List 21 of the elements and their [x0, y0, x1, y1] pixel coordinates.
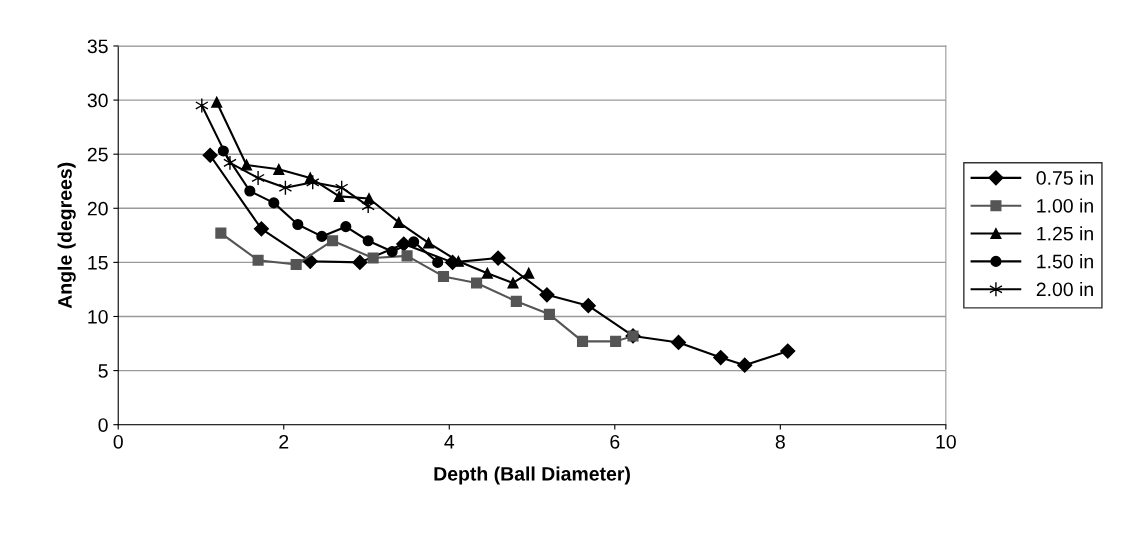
- x-tick-label: 0: [113, 434, 123, 449]
- x-tick-label: 2: [279, 434, 289, 449]
- x-tick-label: 4: [444, 435, 455, 449]
- legend-label: 0.75 in: [1036, 170, 1093, 185]
- y-tick-label: 10: [88, 309, 108, 324]
- y-tick-label: 15: [88, 256, 108, 270]
- legend-label: 2.00 in: [1036, 281, 1093, 297]
- x-tick-label: 6: [610, 434, 620, 449]
- y-tick-label: 25: [87, 147, 108, 162]
- y-tick-label: 5: [98, 364, 108, 378]
- y-tick-label: 20: [87, 201, 108, 216]
- x-tick-label: 8: [775, 434, 785, 449]
- x-tick-label: 10: [936, 434, 956, 449]
- legend-label: 1.50 in: [1037, 254, 1093, 269]
- y-tick-label: 35: [87, 39, 108, 54]
- legend-label: 1.25 in: [1037, 226, 1093, 241]
- y-tick-label: 0: [98, 418, 108, 432]
- y-axis-title: Angle (degrees): [57, 162, 76, 309]
- x-axis-title: Depth (Ball Diameter): [434, 466, 630, 485]
- y-tick-label: 30: [87, 93, 108, 108]
- legend-label: 1.00 in: [1037, 198, 1093, 213]
